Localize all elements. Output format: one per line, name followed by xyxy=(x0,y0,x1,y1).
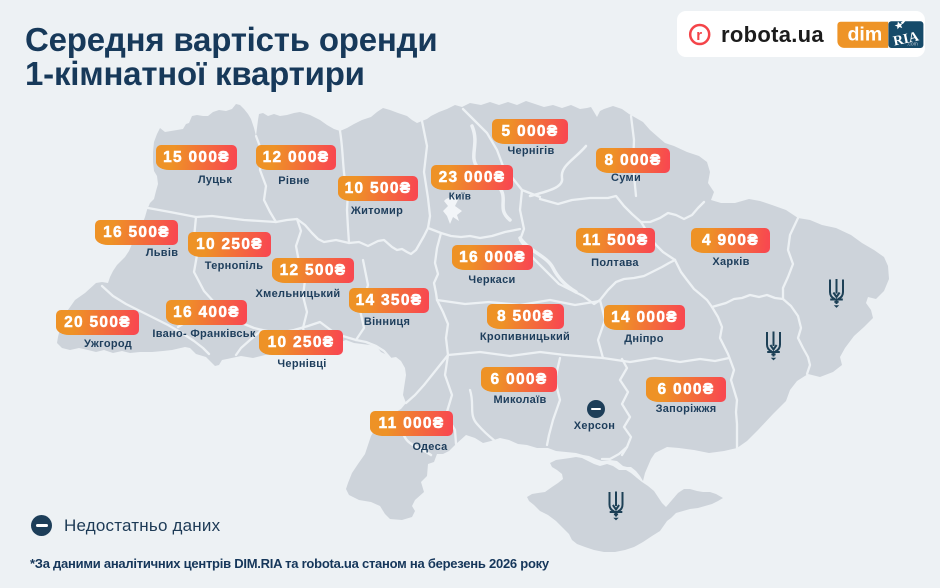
svg-text:robota.ua: robota.ua xyxy=(721,22,824,47)
svg-text:RIA: RIA xyxy=(892,29,921,49)
svg-text:.com: .com xyxy=(907,42,918,48)
svg-text:dim: dim xyxy=(848,24,883,46)
svg-text:r: r xyxy=(696,27,702,44)
